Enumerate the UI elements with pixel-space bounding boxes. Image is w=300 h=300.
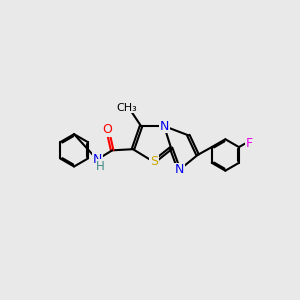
- Text: N: N: [175, 164, 184, 176]
- Text: F: F: [246, 137, 253, 150]
- Text: N: N: [92, 153, 102, 166]
- Text: CH₃: CH₃: [117, 103, 138, 112]
- Text: O: O: [103, 123, 112, 136]
- Text: H: H: [96, 160, 105, 172]
- Text: S: S: [150, 155, 158, 168]
- Text: N: N: [160, 120, 169, 133]
